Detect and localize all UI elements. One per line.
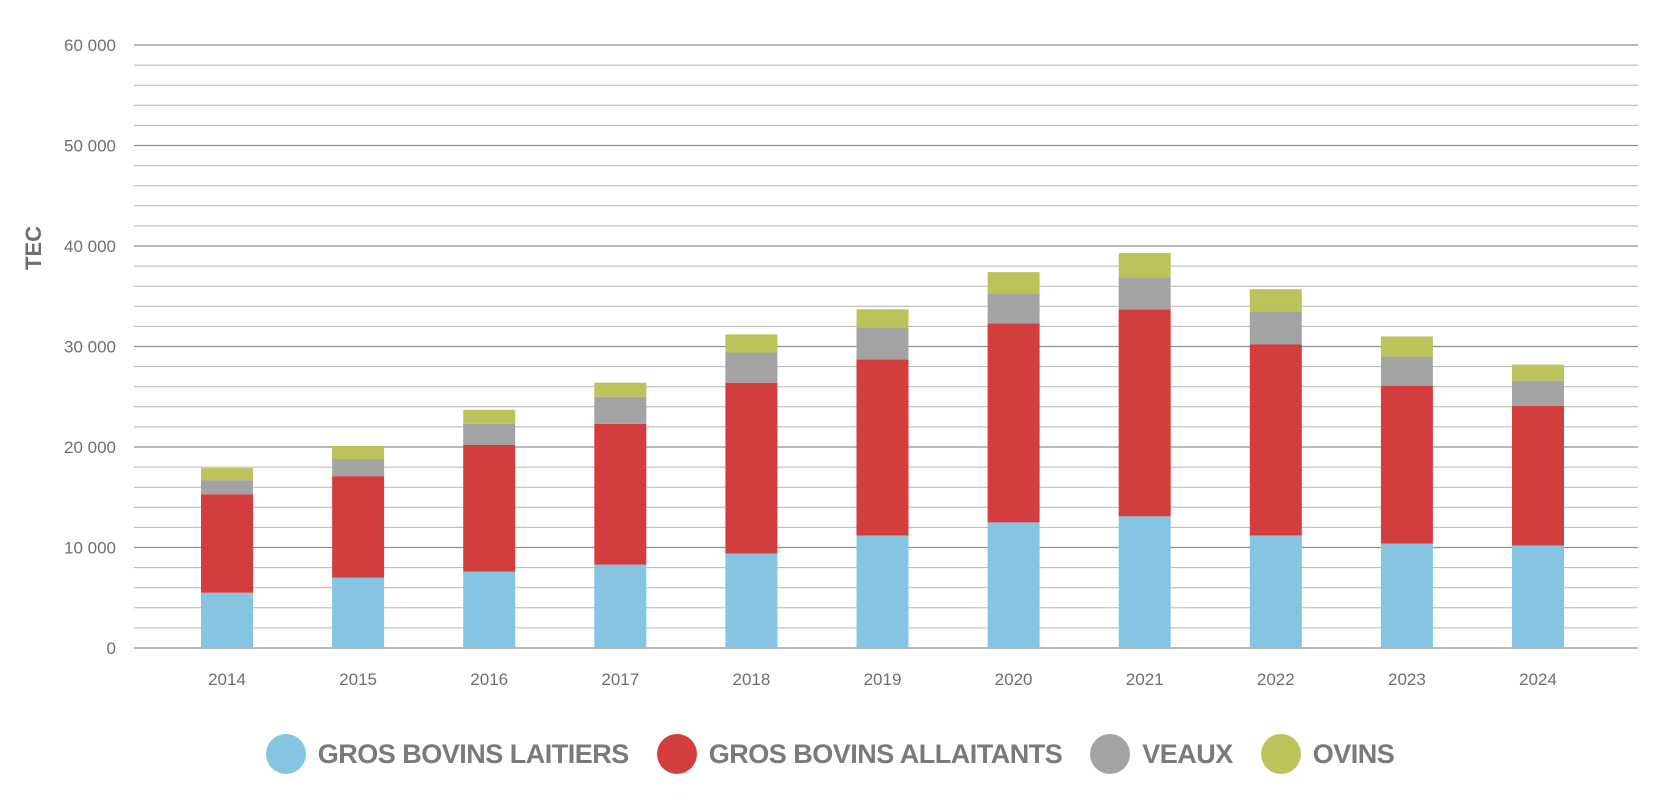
bar-segment	[725, 334, 778, 353]
bar-segment	[1118, 516, 1171, 648]
bar-segment	[1249, 344, 1302, 536]
y-axis-label: TEC	[21, 226, 46, 270]
legend-label: GROS BOVINS ALLAITANTS	[708, 738, 1063, 769]
bar-segment	[1512, 405, 1564, 546]
legend-item: OVINS	[1260, 734, 1395, 774]
bar-segment	[201, 592, 253, 648]
y-tick-label: 0	[107, 639, 116, 658]
bar-segment	[1380, 336, 1433, 357]
bar-segment	[987, 323, 1040, 523]
x-tick-label: 2021	[1126, 670, 1164, 689]
bar-segment	[201, 468, 253, 481]
y-tick-label: 50 000	[64, 137, 116, 156]
bar-segment	[856, 535, 909, 648]
bar-segment	[594, 423, 647, 565]
bar-segment	[1249, 289, 1302, 312]
bar-segment	[856, 327, 909, 360]
bar-segment	[1249, 535, 1302, 648]
bar-segment	[725, 382, 778, 554]
bar-segment	[594, 396, 647, 424]
bar-segment	[1512, 380, 1564, 406]
y-tick-label: 60 000	[64, 36, 116, 55]
bar-segment	[1380, 356, 1433, 386]
bar-segment	[725, 553, 778, 648]
legend-label: VEAUX	[1142, 738, 1233, 769]
bar-segment	[201, 494, 253, 593]
legend-item: VEAUX	[1090, 734, 1233, 774]
x-axis-ticks: 2014 2015 2016 2017 2018 2019 2020 2021 2022 2023…	[208, 670, 1557, 689]
x-tick-label: 2016	[470, 670, 508, 689]
legend-item: GROS BOVINS ALLAITANTS	[656, 734, 1063, 774]
y-axis-ticks: 0 10 000 20 000 30 000 40 000 50 000 60 000	[64, 36, 116, 658]
bar-segment	[1380, 385, 1433, 544]
bar-segment	[332, 577, 385, 648]
bar-segment	[332, 445, 385, 460]
bar-segment	[332, 459, 385, 477]
bar-segment	[1118, 277, 1171, 310]
legend-swatch	[1260, 734, 1301, 774]
legend-swatch	[265, 734, 306, 774]
bar-segment	[1118, 253, 1171, 278]
x-tick-label: 2022	[1257, 670, 1295, 689]
x-tick-label: 2014	[208, 670, 246, 689]
x-tick-label: 2019	[864, 670, 902, 689]
bar-segment	[201, 480, 253, 495]
bar-segment	[1512, 545, 1564, 648]
bar-segment	[1118, 309, 1171, 517]
x-tick-label: 2023	[1388, 670, 1426, 689]
y-tick-label: 20 000	[64, 438, 116, 457]
y-tick-label: 10 000	[64, 539, 116, 558]
bar-segment	[332, 476, 385, 578]
x-tick-label: 2018	[732, 670, 770, 689]
x-tick-label: 2020	[995, 670, 1033, 689]
bar-segment	[987, 272, 1040, 294]
bar-segment	[1249, 311, 1302, 345]
x-tick-label: 2015	[339, 670, 377, 689]
bar-segment	[463, 571, 516, 648]
x-tick-label: 2017	[601, 670, 639, 689]
bar-segment	[594, 382, 647, 397]
bar-segment	[463, 444, 516, 572]
legend: GROS BOVINS LAITIERS GROS BOVINS ALLAITAN…	[0, 732, 1660, 776]
bar-segment	[987, 522, 1040, 648]
y-tick-label: 40 000	[64, 237, 116, 256]
bar-segment	[1512, 364, 1564, 381]
bar-segment	[463, 409, 516, 424]
legend-label: GROS BOVINS LAITIERS	[317, 738, 630, 769]
legend-label: OVINS	[1312, 738, 1395, 769]
stacked-bar-chart: 0 10 000 20 000 30 000 40 000 50 000 60 000 20…	[21, 36, 1638, 689]
bar-segment	[463, 423, 516, 445]
bar-segment	[1380, 543, 1433, 648]
bar-segment	[594, 564, 647, 648]
bar-segment	[856, 309, 909, 328]
legend-item: GROS BOVINS LAITIERS	[265, 734, 630, 774]
bar-segment	[987, 293, 1040, 324]
bar-segment	[856, 359, 909, 536]
legend-swatch	[1090, 734, 1131, 774]
bars	[201, 253, 1564, 648]
legend-swatch	[656, 734, 697, 774]
bar-segment	[725, 352, 778, 383]
x-tick-label: 2024	[1519, 670, 1557, 689]
y-tick-label: 30 000	[64, 338, 116, 357]
